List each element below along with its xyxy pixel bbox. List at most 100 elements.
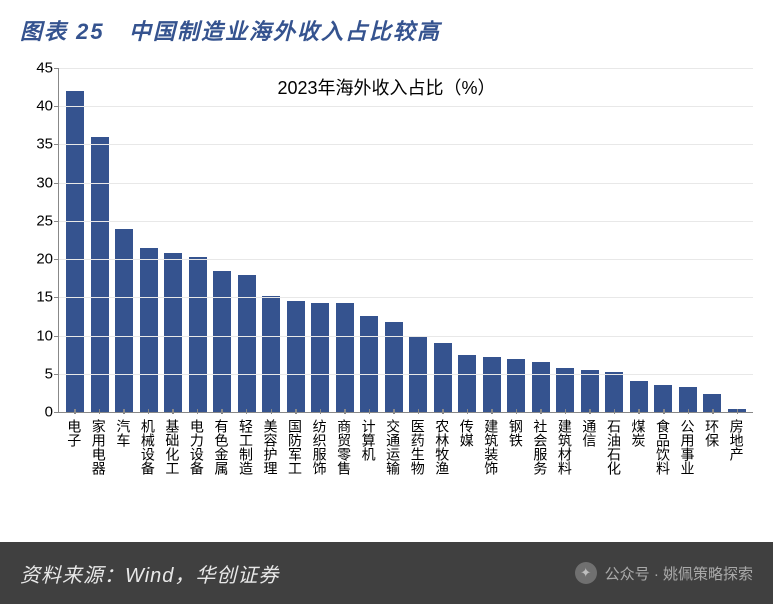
x-tick-label: 机械设备 (141, 419, 155, 475)
gridline (59, 297, 753, 298)
x-tick-mark (148, 409, 150, 414)
x-tick-label: 轻工制造 (239, 419, 253, 475)
x-tick-label: 国防军工 (288, 419, 302, 475)
x-tick-mark (246, 409, 248, 414)
bar (507, 359, 525, 413)
bar (434, 343, 452, 412)
bar (115, 229, 133, 412)
bar-slot (308, 68, 333, 412)
x-tick-label: 煤炭 (631, 419, 645, 447)
bar-slot (357, 68, 382, 412)
y-tick-label: 35 (25, 136, 53, 153)
x-tick-mark (540, 409, 542, 414)
gridline (59, 183, 753, 184)
x-tick-label: 通信 (582, 419, 596, 447)
bar-slot (651, 68, 676, 412)
gridline (59, 374, 753, 375)
x-tick-label: 环保 (705, 419, 719, 447)
x-tick-label: 家用电器 (92, 419, 106, 475)
caption-text: 中国制造业海外收入占比较高 (129, 19, 441, 44)
bar-slot (676, 68, 701, 412)
bar-slot (480, 68, 505, 412)
x-tick-mark (491, 409, 493, 414)
gridline (59, 221, 753, 222)
x-tick-mark (663, 409, 665, 414)
x-tick-mark (320, 409, 322, 414)
x-tick-mark (123, 409, 125, 414)
bar-slot (235, 68, 260, 412)
y-tick-mark (54, 374, 59, 375)
bar-slot (431, 68, 456, 412)
x-tick-mark (737, 409, 739, 414)
bar-slot (210, 68, 235, 412)
x-tick-label: 纺织服饰 (313, 419, 327, 475)
gridline (59, 336, 753, 337)
y-tick-mark (54, 336, 59, 337)
x-tick-mark (344, 409, 346, 414)
y-tick-label: 0 (25, 404, 53, 421)
bar (189, 257, 207, 412)
x-tick-mark (638, 409, 640, 414)
plot-region: 051015202530354045 (58, 68, 753, 413)
x-tick-mark (295, 409, 297, 414)
bar (91, 137, 109, 412)
y-tick-mark (54, 183, 59, 184)
x-tick-mark (712, 409, 714, 414)
y-tick-label: 25 (25, 212, 53, 229)
x-tick-mark (565, 409, 567, 414)
x-tick-label: 基础化工 (165, 419, 179, 475)
bar (630, 381, 648, 412)
figure-caption: 图表 25 中国制造业海外收入占比较高 (20, 19, 441, 44)
bar (287, 301, 305, 412)
bar-slot (161, 68, 186, 412)
bar-slot (112, 68, 137, 412)
x-tick-mark (688, 409, 690, 414)
bar-slot (578, 68, 603, 412)
figure-header: 图表 25 中国制造业海外收入占比较高 (0, 0, 773, 56)
y-tick-label: 5 (25, 365, 53, 382)
x-tick-label: 商贸零售 (337, 419, 351, 475)
bar (654, 385, 672, 412)
gridline (59, 144, 753, 145)
y-tick-mark (54, 259, 59, 260)
x-tick-label: 电力设备 (190, 419, 204, 475)
x-tick-label: 石油石化 (607, 419, 621, 475)
bar-slot (284, 68, 309, 412)
x-tick-label: 钢铁 (509, 419, 523, 447)
bar-slot (529, 68, 554, 412)
wechat-icon: ✦ (575, 562, 597, 584)
bar-slot (602, 68, 627, 412)
bar (164, 253, 182, 412)
bar-slot (504, 68, 529, 412)
y-tick-mark (54, 106, 59, 107)
watermark-text: 公众号 · 姚佩策略探索 (605, 563, 753, 584)
x-tick-label: 房地产 (730, 419, 744, 461)
x-tick-label: 有色金属 (214, 419, 228, 475)
y-tick-label: 40 (25, 98, 53, 115)
x-tick-label: 汽车 (116, 419, 130, 447)
bar-slot (63, 68, 88, 412)
bar (532, 362, 550, 412)
bar-slot (700, 68, 725, 412)
x-tick-label: 电子 (67, 419, 81, 447)
bar-slot (406, 68, 431, 412)
bar (483, 357, 501, 412)
bar-slot (627, 68, 652, 412)
x-tick-mark (172, 409, 174, 414)
chart-area: 2023年海外收入占比（%） 051015202530354045 电子家用电器… (0, 56, 773, 501)
gridline (59, 68, 753, 69)
bar (66, 91, 84, 412)
x-tick-mark (369, 409, 371, 414)
bar-slot (553, 68, 578, 412)
y-tick-label: 10 (25, 327, 53, 344)
x-tick-label: 交通运输 (386, 419, 400, 475)
y-tick-label: 20 (25, 251, 53, 268)
y-tick-label: 15 (25, 289, 53, 306)
x-tick-label: 食品饮料 (656, 419, 670, 475)
bar (311, 303, 329, 412)
bar (360, 316, 378, 412)
x-tick-mark (74, 409, 76, 414)
gridline (59, 106, 753, 107)
bar (213, 271, 231, 412)
x-tick-mark (418, 409, 420, 414)
